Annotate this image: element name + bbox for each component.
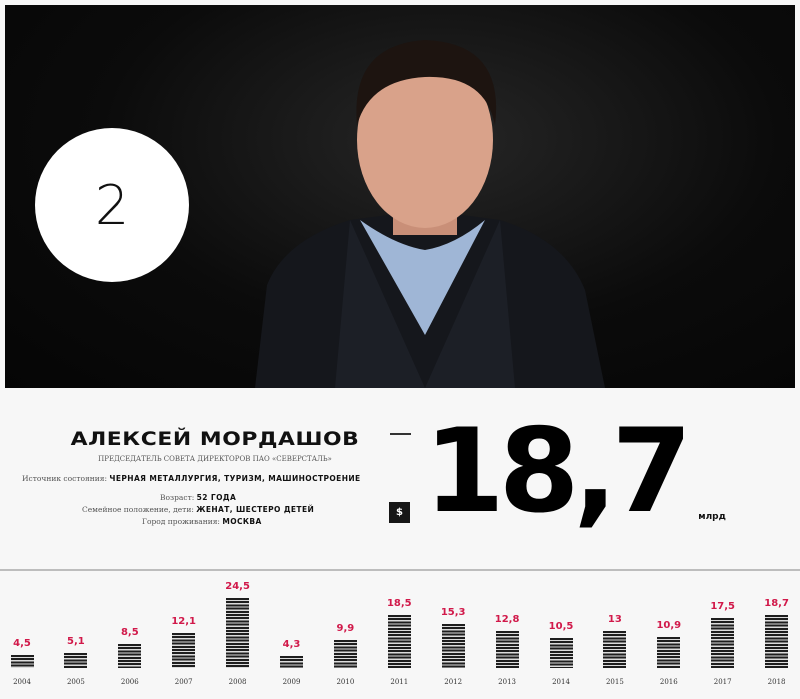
year-label: 2010 bbox=[336, 678, 355, 686]
bar-2016 bbox=[657, 636, 681, 668]
year-label: 2008 bbox=[228, 678, 247, 686]
bar-2012 bbox=[441, 624, 465, 668]
bar-2017 bbox=[711, 618, 735, 668]
rank-badge: 2 bbox=[35, 128, 189, 282]
bar-2018 bbox=[765, 614, 789, 668]
year-label: 2004 bbox=[13, 678, 31, 686]
year-label: 2013 bbox=[498, 678, 516, 686]
value-label: 17,5 bbox=[710, 601, 736, 612]
source-label: Источник состояния: bbox=[22, 474, 108, 483]
value-label: 5,1 bbox=[67, 636, 85, 648]
bar-2008 bbox=[226, 598, 250, 668]
year-label: 2016 bbox=[659, 678, 678, 686]
family-label: Семейное положение, дети: bbox=[82, 505, 194, 514]
city-label: Город проживания: bbox=[142, 517, 220, 526]
family-value: ЖЕНАТ, ШЕСТЕРО ДЕТЕЙ bbox=[196, 505, 315, 514]
bar-2011 bbox=[387, 615, 411, 668]
age-value: 52 ГОДА bbox=[196, 493, 237, 502]
year-label: 2014 bbox=[552, 678, 570, 686]
year-label: 2007 bbox=[174, 678, 193, 686]
value-label: 18,5 bbox=[386, 598, 412, 610]
wealth-figure: 18,7 млрд bbox=[424, 404, 726, 539]
bar-2006 bbox=[118, 643, 142, 668]
year-label: 2012 bbox=[444, 678, 463, 686]
bar-2007 bbox=[172, 633, 196, 668]
value-label: 10,5 bbox=[548, 621, 574, 632]
divider-dash bbox=[390, 433, 411, 435]
value-label: 9,9 bbox=[336, 622, 355, 634]
bar-2010 bbox=[333, 639, 357, 668]
wealth-value: 18,7 bbox=[424, 404, 692, 539]
source-value: ЧЕРНАЯ МЕТАЛЛУРГИЯ, ТУРИЗМ, МАШИНОСТРОЕН… bbox=[109, 474, 361, 483]
family: Семейное положение, дети: ЖЕНАТ, ШЕСТЕРО… bbox=[82, 505, 314, 515]
value-label: 4,5 bbox=[13, 638, 31, 650]
bar-2005 bbox=[64, 653, 88, 668]
year-label: 2009 bbox=[282, 678, 301, 686]
wealth-source: Источник состояния: ЧЕРНАЯ МЕТАЛЛУРГИЯ, … bbox=[22, 474, 361, 484]
value-label: 10,9 bbox=[656, 619, 682, 631]
value-label: 15,3 bbox=[440, 607, 466, 619]
bar-2015 bbox=[603, 630, 627, 668]
year-label: 2005 bbox=[66, 678, 85, 686]
value-label: 24,5 bbox=[225, 581, 250, 592]
age: Возраст: 52 ГОДА bbox=[160, 493, 236, 503]
value-label: 8,5 bbox=[120, 626, 139, 638]
portrait-photo: 2 bbox=[5, 5, 795, 388]
year-label: 2011 bbox=[390, 678, 409, 686]
value-label: 4,3 bbox=[282, 638, 301, 650]
bar-2013 bbox=[495, 631, 519, 668]
bar-2009 bbox=[280, 655, 303, 668]
wealth-unit: млрд bbox=[698, 512, 726, 523]
year-label: 2018 bbox=[767, 678, 786, 686]
person-position: ПРЕДСЕДАТЕЛЬ СОВЕТА ДИРЕКТОРОВ ПАО «СЕВЕ… bbox=[98, 455, 332, 463]
year-label: 2006 bbox=[120, 678, 139, 686]
bar-2004 bbox=[10, 655, 34, 668]
bar-2014 bbox=[549, 638, 573, 668]
value-label: 12,1 bbox=[171, 616, 197, 628]
city-value: МОСКВА bbox=[222, 517, 262, 526]
portrait-image bbox=[255, 40, 605, 388]
value-label: 13 bbox=[607, 613, 622, 625]
section-divider bbox=[0, 569, 800, 571]
city: Город проживания: МОСКВА bbox=[142, 517, 262, 527]
value-label: 18,7 bbox=[764, 597, 789, 609]
value-label: 12,8 bbox=[494, 614, 520, 626]
year-label: 2015 bbox=[605, 678, 624, 686]
year-label: 2017 bbox=[713, 678, 732, 686]
age-label: Возраст: bbox=[160, 493, 195, 502]
person-name: АЛЕКСЕЙ МОРДАШОВ bbox=[70, 428, 360, 450]
currency-badge: $ bbox=[389, 502, 410, 523]
